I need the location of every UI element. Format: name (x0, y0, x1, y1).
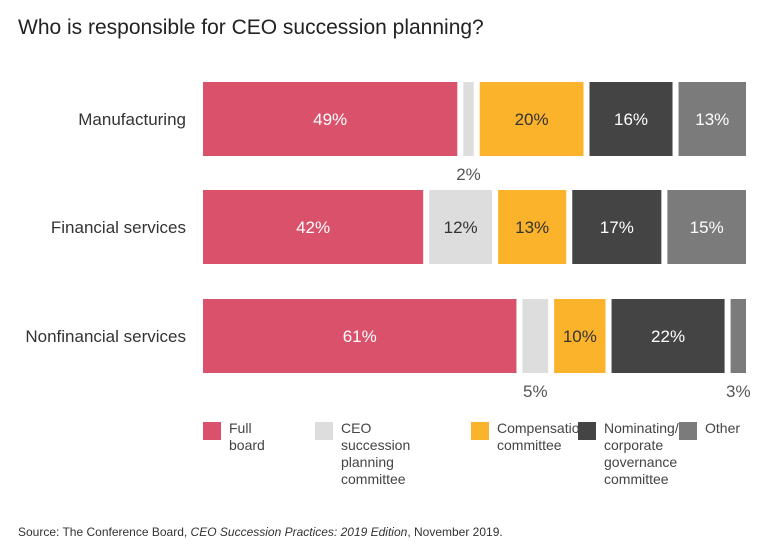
source-title: CEO Succession Practices: 2019 Edition (190, 525, 408, 539)
category-label: Manufacturing (78, 110, 186, 129)
bar-segment (667, 190, 746, 264)
legend-swatch (679, 422, 697, 440)
bar-segment (678, 82, 746, 156)
legend-label: Compensation committee (497, 420, 588, 453)
legend-label: Nominating/ corporate governance committ… (604, 420, 679, 487)
bar-segment (498, 190, 567, 264)
legend-swatch (315, 422, 333, 440)
legend-item: Full board (203, 420, 265, 454)
source-prefix: Source: The Conference Board, (18, 525, 191, 539)
bar-segment (463, 82, 474, 156)
legend-item: CEO succession planning committee (315, 420, 410, 488)
source-note: Source: The Conference Board, CEO Succes… (18, 525, 503, 539)
data-label: 16% (614, 110, 648, 129)
legend-item: Compensation committee (471, 420, 587, 454)
bar-segment (730, 299, 746, 373)
data-label: 5% (523, 382, 548, 401)
bar-segment (479, 82, 584, 156)
bar-segment (203, 82, 458, 156)
legend-swatch (471, 422, 489, 440)
data-label: 61% (343, 327, 377, 346)
bar-segment (203, 299, 517, 373)
data-label: 20% (515, 110, 549, 129)
legend-label: Other (705, 420, 741, 436)
legend-swatch (203, 422, 221, 440)
data-label: 15% (690, 218, 724, 237)
chart-title: Who is responsible for CEO succession pl… (18, 16, 484, 39)
source-suffix: , November 2019. (407, 525, 503, 539)
legend-label: CEO succession planning committee (341, 420, 411, 487)
data-label: 12% (444, 218, 478, 237)
data-label: 17% (600, 218, 634, 237)
bar-segment (554, 299, 606, 373)
data-label: 22% (651, 327, 685, 346)
bar-segment (203, 190, 424, 264)
bar-segment (611, 299, 725, 373)
bar-segment (572, 190, 662, 264)
data-label: 49% (313, 110, 347, 129)
legend-item: Other (679, 420, 740, 440)
category-label: Nonfinancial services (25, 327, 186, 346)
data-label: 13% (695, 110, 729, 129)
data-label: 42% (296, 218, 330, 237)
data-label: 13% (515, 218, 549, 237)
category-label: Financial services (51, 218, 186, 237)
legend-item: Nominating/ corporate governance committ… (578, 420, 679, 488)
bar-segment (589, 82, 673, 156)
bar-segment (522, 299, 549, 373)
data-label: 2% (456, 165, 481, 184)
data-label: 10% (563, 327, 597, 346)
data-label: 3% (726, 382, 751, 401)
legend-label: Full board (229, 420, 265, 453)
legend-swatch (578, 422, 596, 440)
bar-segment (429, 190, 493, 264)
